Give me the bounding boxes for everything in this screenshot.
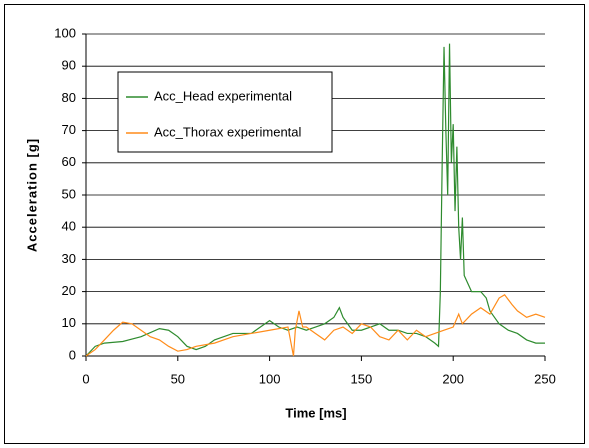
- x-tick-label: 250: [534, 371, 556, 386]
- x-tick-label: 100: [259, 371, 281, 386]
- y-tick-label: 90: [62, 58, 76, 73]
- x-tick-label: 0: [82, 371, 89, 386]
- x-tick-label: 50: [171, 371, 185, 386]
- y-tick-label: 60: [62, 154, 76, 169]
- y-tick-label: 40: [62, 219, 76, 234]
- x-tick-label: 200: [442, 371, 464, 386]
- y-tick-label: 80: [62, 90, 76, 105]
- y-tick-label: 0: [69, 347, 76, 362]
- legend-box: [117, 71, 333, 153]
- series-line: [85, 43, 545, 357]
- y-tick-label: 70: [62, 122, 76, 137]
- legend: Acc_Head experimental Acc_Thorax experime…: [117, 71, 333, 153]
- y-tick-label: 50: [62, 186, 76, 201]
- chart-frame: [4, 4, 585, 444]
- x-axis-label: Time [ms]: [285, 405, 346, 420]
- y-tick-label: 30: [62, 251, 76, 266]
- y-tick-label: 100: [54, 25, 76, 40]
- y-tick-label: 10: [62, 315, 76, 330]
- x-tick-label: 150: [351, 371, 373, 386]
- legend-label: Acc_Thorax experimental: [154, 124, 302, 139]
- legend-label: Acc_Head experimental: [154, 88, 292, 103]
- y-axis-label: Acceleration [g]: [24, 138, 39, 252]
- series-line: [85, 294, 546, 357]
- y-tick-label: 20: [62, 283, 76, 298]
